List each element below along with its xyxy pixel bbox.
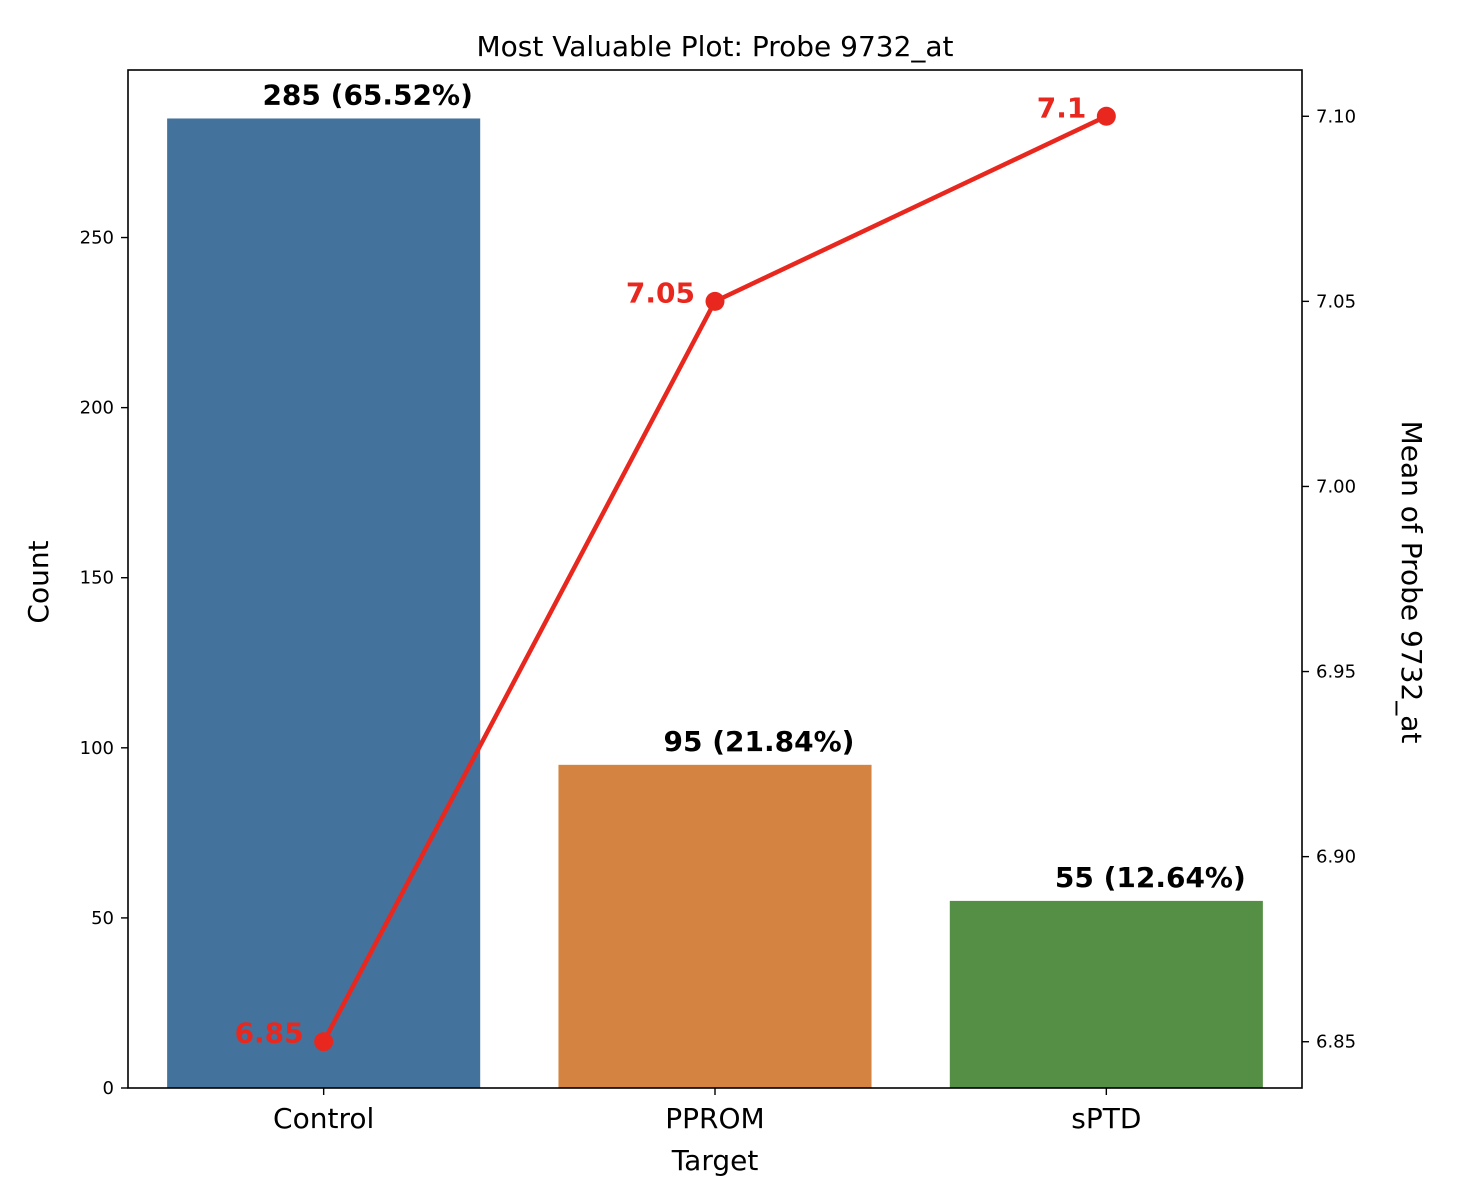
y-tick-label: 250 [80,228,114,249]
y2-tick-label: 7.10 [1316,106,1356,127]
bar-control [167,118,481,1088]
bar-value-label: 95 (21.84%) [664,725,855,758]
bars-layer: 285 (65.52%) 95 (21.84%) 55 (12.64%) [167,78,1263,1088]
mean-point [314,1032,334,1052]
y2-tick-label: 6.90 [1316,847,1356,868]
mean-point [705,291,725,311]
bar-sptd [949,900,1263,1088]
bar-value-label: 55 (12.64%) [1055,861,1246,894]
y2-tick-label: 7.05 [1316,291,1356,312]
y-tick-label: 50 [91,908,114,929]
y-tick-label: 0 [103,1078,114,1099]
y-tick-label: 200 [80,398,114,419]
mean-value-label: 7.05 [626,276,695,309]
x-tick-label: sPTD [1071,1102,1141,1135]
y-tick-label: 150 [80,568,114,589]
bar-value-label: 285 (65.52%) [262,78,472,111]
y2-tick-label: 7.00 [1316,476,1356,497]
mean-value-label: 7.1 [1037,91,1087,124]
y-axis-title: Count [22,540,55,623]
mean-point [1096,106,1116,126]
axes-layer: 0 50 100 150 200 250 6.85 6.90 6.95 7.00 7.05 7.10 C… [80,69,1356,1135]
x-tick-label: Control [273,1102,374,1135]
mean-value-label: 6.85 [235,1017,304,1050]
x-tick-label: PPROM [665,1102,764,1135]
y2-tick-label: 6.85 [1316,1032,1356,1053]
y2-tick-label: 6.95 [1316,662,1356,683]
line-layer: 6.85 7.05 7.1 [235,91,1116,1052]
bar-pprom [558,764,872,1088]
chart-title: Most Valuable Plot: Probe 9732_at [476,30,953,63]
x-axis-title: Target [671,1144,759,1177]
y2-axis-title: Mean of Probe 9732_at [1395,421,1428,744]
y-tick-label: 100 [80,738,114,759]
